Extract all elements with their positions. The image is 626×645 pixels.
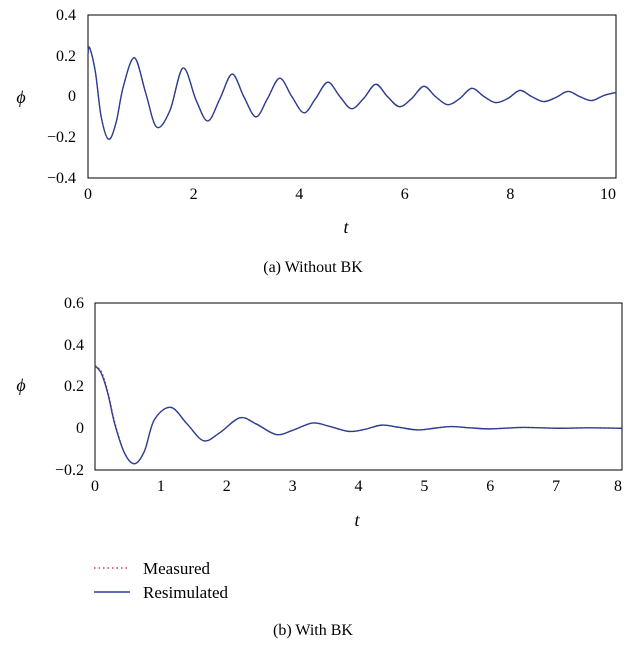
x-tick-label: 4	[295, 186, 303, 203]
x-tick-label: 0	[84, 186, 92, 203]
y-tick-label: −0.2	[55, 462, 84, 479]
x-tick-label: 6	[486, 478, 494, 495]
x-tick-label: 5	[420, 478, 428, 495]
series-group-a	[87, 46, 617, 140]
x-tick-label: 4	[355, 478, 363, 495]
legend-label-resimulated: Resimulated	[143, 583, 228, 602]
panel-a: 0.4 0.2 0 −0.2 −0.4 0 2 4 6 8 10 ϕ t (a)…	[16, 7, 617, 276]
y-tick-label: 0	[68, 88, 76, 105]
legend-label-measured: Measured	[143, 559, 211, 578]
x-tick-label: 2	[223, 478, 231, 495]
series-line-resimulated-a	[87, 46, 617, 140]
y-tick-label: 0.4	[64, 337, 84, 354]
legend: Measured Resimulated	[94, 559, 228, 602]
x-tick-label: 8	[614, 478, 622, 495]
x-tick-label: 0	[91, 478, 99, 495]
x-axis-title-a: t	[343, 217, 349, 237]
y-tick-labels-a: 0.4 0.2 0 −0.2 −0.4	[47, 7, 76, 187]
series-group-b	[94, 365, 623, 465]
y-tick-label: 0.2	[64, 378, 84, 395]
y-tick-label: −0.2	[47, 129, 76, 146]
plot-frame-b	[94, 302, 623, 471]
y-tick-label: 0.4	[56, 7, 76, 24]
y-tick-labels-b: 0.6 0.4 0.2 0 −0.2	[55, 295, 84, 479]
series-line-measured-b	[94, 365, 623, 465]
x-tick-label: 1	[157, 478, 165, 495]
series-line-measured-a	[87, 46, 617, 140]
y-tick-label: 0.2	[56, 48, 76, 65]
x-tick-labels-a: 0 2 4 6 8 10	[84, 186, 616, 203]
y-axis-title-a: ϕ	[16, 87, 25, 107]
x-tick-label: 2	[190, 186, 198, 203]
caption-a: (a) Without BK	[263, 259, 363, 276]
x-axis-title-b: t	[354, 510, 360, 530]
y-axis-title-b: ϕ	[16, 375, 25, 395]
caption-b: (b) With BK	[273, 622, 353, 639]
x-tick-label: 10	[600, 186, 616, 203]
y-tick-label: 0	[76, 420, 84, 437]
panel-b: 0.6 0.4 0.2 0 −0.2 0 1 2 3 4 5 6 7 8 ϕ t	[16, 295, 623, 530]
y-tick-label: −0.4	[47, 170, 76, 187]
y-tick-label: 0.6	[64, 295, 84, 312]
x-tick-label: 6	[401, 186, 409, 203]
x-tick-label: 3	[289, 478, 297, 495]
plot-frame-a	[87, 14, 617, 179]
x-tick-label: 8	[506, 186, 514, 203]
series-line-resimulated-b	[94, 365, 623, 465]
x-tick-label: 7	[552, 478, 560, 495]
x-tick-labels-b: 0 1 2 3 4 5 6 7 8	[91, 478, 622, 495]
